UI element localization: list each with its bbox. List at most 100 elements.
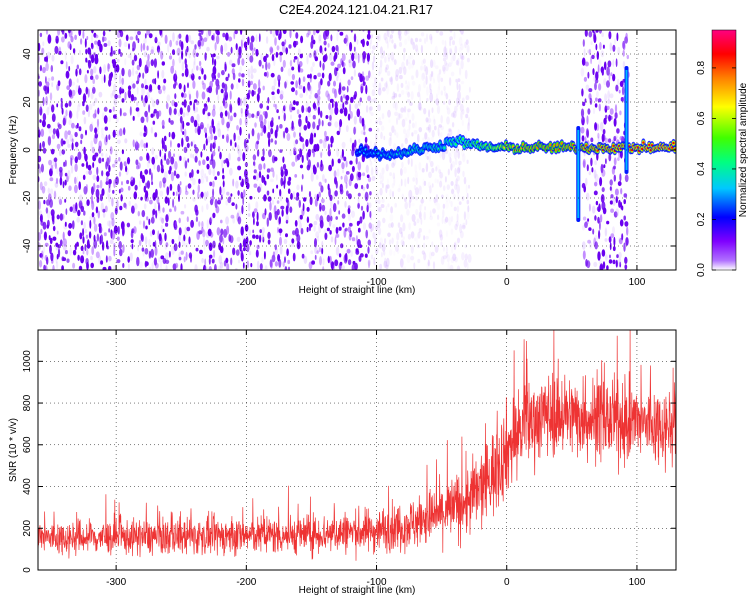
noise-cell	[321, 247, 324, 255]
noise-cell	[237, 135, 241, 141]
noise-cell	[395, 74, 399, 82]
noise-cell	[184, 160, 188, 169]
noise-cell	[408, 222, 411, 230]
noise-cell	[404, 133, 408, 141]
noise-cell	[49, 177, 54, 182]
noise-cell	[306, 55, 309, 65]
noise-cell	[422, 72, 426, 80]
noise-cell	[143, 185, 146, 193]
noise-cell	[77, 104, 80, 112]
noise-cell	[161, 69, 165, 79]
noise-cell	[400, 239, 405, 246]
noise-cell	[371, 50, 374, 54]
noise-cell	[182, 131, 185, 135]
noise-cell	[92, 101, 96, 107]
noise-cell	[420, 65, 423, 71]
noise-cell	[45, 207, 49, 214]
noise-cell	[123, 41, 128, 48]
x-tick-label: 0	[504, 277, 510, 288]
noise-cell	[160, 50, 164, 60]
noise-cell	[145, 261, 149, 267]
noise-cell	[178, 241, 181, 248]
noise-cell	[412, 41, 416, 51]
noise-cell	[597, 132, 600, 139]
noise-cell	[39, 260, 43, 268]
y-tick-label: 0	[22, 567, 33, 573]
noise-cell	[328, 52, 333, 62]
noise-cell	[387, 232, 391, 238]
noise-cell	[368, 106, 372, 114]
noise-cell	[225, 158, 229, 164]
noise-cell	[55, 128, 60, 137]
noise-cell	[379, 46, 383, 55]
noise-cell	[150, 248, 154, 258]
noise-cell	[454, 223, 458, 231]
noise-cell	[400, 178, 403, 187]
noise-cell	[195, 247, 199, 252]
noise-cell	[298, 114, 302, 119]
noise-cell	[248, 89, 251, 95]
noise-cell	[284, 266, 288, 270]
noise-cell	[202, 82, 206, 90]
noise-cell	[338, 253, 342, 258]
vertical-burst-core	[625, 70, 628, 170]
noise-cell	[259, 114, 263, 123]
noise-cell	[451, 148, 454, 154]
noise-cell	[265, 54, 269, 58]
noise-cell	[328, 72, 332, 82]
x-tick-label: 100	[629, 577, 646, 588]
noise-cell	[97, 107, 100, 115]
noise-cell	[337, 158, 341, 164]
noise-cell	[312, 164, 316, 173]
noise-cell	[91, 200, 95, 211]
noise-cell	[281, 209, 284, 217]
noise-cell	[164, 196, 169, 204]
noise-cell	[459, 67, 462, 76]
noise-cell	[99, 179, 103, 189]
noise-cell	[45, 30, 49, 35]
noise-cell	[617, 181, 622, 187]
noise-cell	[39, 106, 43, 116]
noise-cell	[257, 186, 261, 193]
noise-cell	[210, 133, 213, 141]
noise-cell	[39, 142, 42, 152]
noise-cell	[351, 52, 355, 62]
noise-cell	[327, 183, 330, 191]
noise-cell	[247, 68, 251, 78]
noise-cell	[252, 83, 257, 90]
noise-cell	[57, 80, 61, 87]
noise-cell	[175, 173, 180, 179]
noise-cell	[465, 184, 468, 194]
noise-cell	[608, 153, 612, 162]
noise-cell	[108, 134, 111, 141]
noise-cell	[377, 220, 381, 228]
noise-cell	[388, 132, 392, 137]
noise-cell	[279, 51, 283, 56]
noise-cell	[381, 182, 384, 189]
noise-cell	[466, 199, 470, 205]
noise-cell	[431, 183, 434, 188]
noise-cell	[277, 226, 279, 234]
noise-cell	[217, 72, 221, 79]
noise-cell	[236, 236, 241, 243]
noise-cell	[599, 220, 601, 231]
noise-cell	[93, 66, 97, 74]
noise-cell	[95, 188, 100, 199]
noise-cell	[276, 88, 280, 95]
noise-cell	[99, 43, 103, 53]
noise-cell	[167, 197, 170, 206]
noise-cell	[293, 56, 298, 60]
noise-cell	[322, 266, 325, 270]
noise-cell	[448, 62, 452, 68]
noise-cell	[384, 67, 388, 73]
noise-cell	[380, 54, 385, 59]
noise-cell	[178, 193, 180, 203]
noise-cell	[38, 200, 41, 210]
noise-cell	[244, 224, 249, 232]
noise-cell	[62, 214, 65, 220]
noise-cell	[316, 235, 320, 242]
noise-cell	[445, 245, 449, 254]
noise-cell	[259, 229, 263, 234]
noise-cell	[411, 113, 415, 122]
noise-cell	[370, 37, 373, 45]
